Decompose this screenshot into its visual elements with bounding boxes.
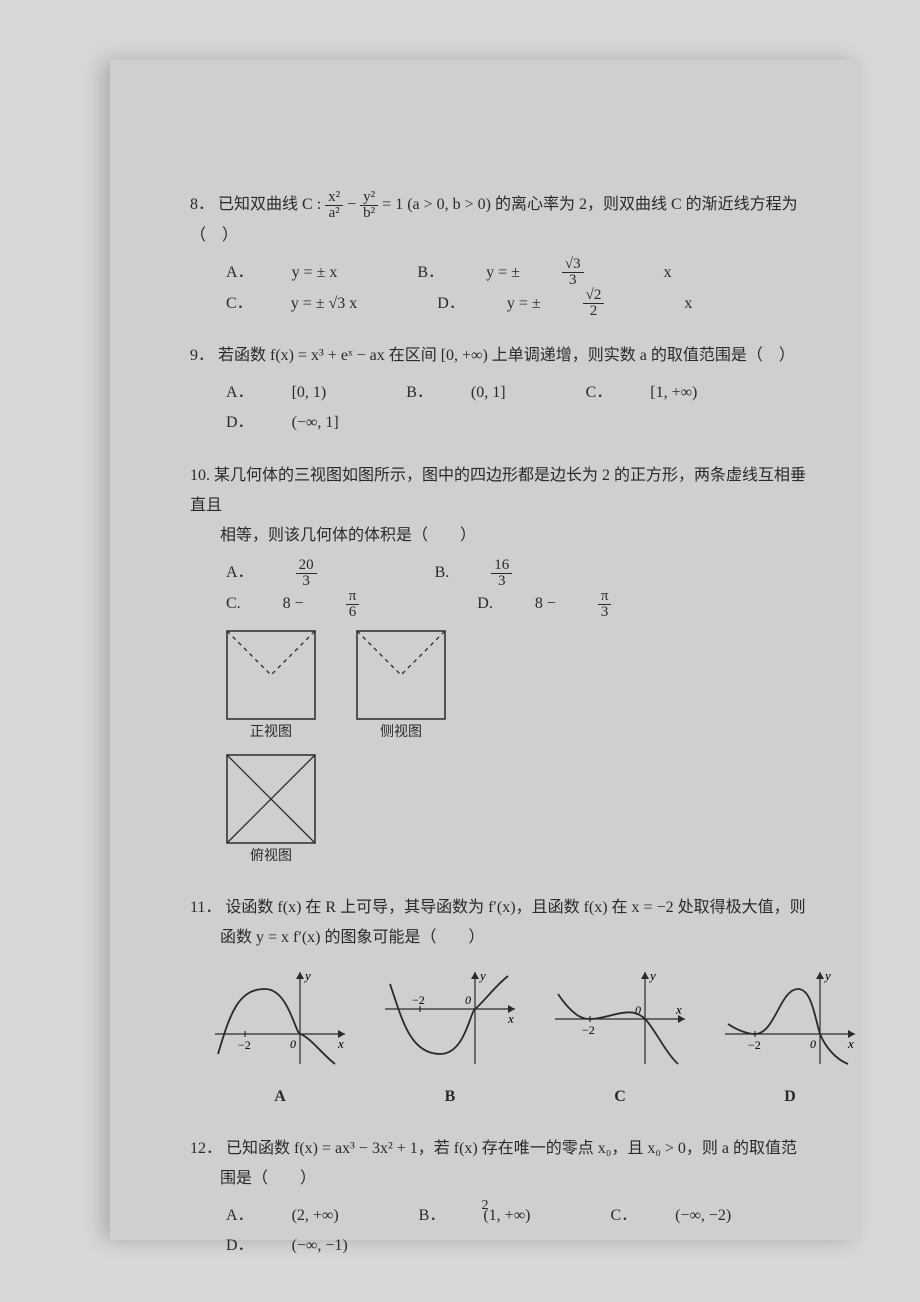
q11-graphs: −2 0 y x A −2 0 y [210, 964, 820, 1112]
graph-A: −2 0 y x A [210, 964, 350, 1112]
graph-D-icon: −2 0 y x [720, 964, 860, 1074]
side-view: 侧视图 [356, 630, 446, 747]
views-row-2: 俯视图 [226, 754, 820, 871]
svg-text:y: y [648, 968, 656, 983]
graph-B-label: B [380, 1082, 520, 1112]
q9-options: A．[0, 1) B．(0, 1] C．[1, +∞) D．(−∞, 1] [226, 378, 820, 439]
q12-number: 12． [190, 1140, 222, 1157]
q9-optB: B．(0, 1] [406, 378, 543, 408]
graph-A-icon: −2 0 y x [210, 964, 350, 1074]
q8-number: 8． [190, 196, 214, 213]
svg-text:x: x [675, 1002, 682, 1017]
q10-optA: A． 203 [226, 558, 393, 589]
q10-number: 10. [190, 467, 210, 484]
q9-number: 9． [190, 347, 214, 364]
q10-optB: B. 163 [435, 558, 589, 589]
q8-minus: − [347, 196, 356, 213]
top-view-icon [226, 754, 316, 844]
question-10: 10. 某几何体的三视图如图所示，图中的四边形都是边长为 2 的正方形，两条虚线… [190, 461, 820, 871]
svg-text:y: y [823, 968, 831, 983]
svg-text:x: x [337, 1036, 344, 1051]
svg-text:−2: −2 [238, 1038, 251, 1052]
question-12: 12． 已知函数 f(x) = ax³ − 3x² + 1，若 f(x) 存在唯… [190, 1134, 820, 1262]
q11-stem2: 函数 y = x f′(x) 的图象可能是（ ） [220, 923, 820, 953]
svg-text:y: y [478, 968, 486, 983]
front-view-label: 正视图 [226, 720, 316, 747]
top-view-label: 俯视图 [226, 844, 316, 871]
q11-stem1: 设函数 f(x) 在 R 上可导，其导函数为 f′(x)，且函数 f(x) 在 … [225, 899, 805, 916]
front-view: 正视图 [226, 630, 316, 747]
side-view-icon [356, 630, 446, 720]
graph-B: −2 0 y x B [380, 964, 520, 1112]
graph-C-icon: −2 0 y x [550, 964, 690, 1074]
q10-optD: D. 8 − π3 [477, 589, 687, 620]
svg-text:0: 0 [290, 1037, 296, 1051]
graph-D-label: D [720, 1082, 860, 1112]
front-view-icon [226, 630, 316, 720]
side-view-label: 侧视图 [356, 720, 446, 747]
question-8: 8． 已知双曲线 C : x² a² − y² b² = 1 (a > 0, b… [190, 190, 820, 319]
question-9: 9． 若函数 f(x) = x³ + eˣ − ax 在区间 [0, +∞) 上… [190, 341, 820, 438]
q8-optA: A．y = ± x [226, 258, 375, 288]
svg-text:−2: −2 [412, 993, 425, 1007]
q12-optB: B．(1, +∞) [419, 1201, 569, 1231]
q8-optB: B． y = ± √33 x [417, 257, 709, 288]
q10-stem2: 相等，则该几何体的体积是（ ） [220, 521, 820, 551]
q8-frac1: x² a² [325, 190, 343, 221]
q8-optC: C．y = ± √3 x [226, 289, 395, 319]
graph-B-icon: −2 0 y x [380, 964, 520, 1074]
page-number: 2 [482, 1193, 489, 1220]
q10-options: A． 203 B. 163 C. 8 − π6 D. 8 − π3 [226, 558, 820, 620]
q8-optD: D． y = ± √22 x [437, 288, 730, 319]
q12-optC: C．(−∞, −2) [610, 1201, 769, 1231]
graph-A-label: A [210, 1082, 350, 1112]
q11-number: 11． [190, 899, 221, 916]
question-11: 11． 设函数 f(x) 在 R 上可导，其导函数为 f′(x)，且函数 f(x… [190, 893, 820, 1112]
q12-optD: D．(−∞, −1) [226, 1231, 386, 1261]
svg-text:x: x [847, 1036, 854, 1051]
q10-optC: C. 8 − π6 [226, 589, 435, 620]
q9-optD: D．(−∞, 1] [226, 408, 377, 438]
q10-three-views: 正视图 侧视图 俯视图 [226, 630, 820, 871]
svg-text:x: x [507, 1011, 514, 1026]
svg-text:−2: −2 [582, 1023, 595, 1037]
graph-D: −2 0 y x D [720, 964, 860, 1112]
q12-stem1: 已知函数 f(x) = ax³ − 3x² + 1，若 f(x) 存在唯一的零点… [226, 1140, 797, 1157]
q12-stem2: 围是（ ） [220, 1164, 820, 1194]
svg-text:0: 0 [810, 1037, 816, 1051]
svg-text:y: y [303, 968, 311, 983]
q12-optA: A．(2, +∞) [226, 1201, 377, 1231]
q10-stem1: 某几何体的三视图如图所示，图中的四边形都是边长为 2 的正方形，两条虚线互相垂直… [190, 467, 806, 514]
q8-frac2: y² b² [360, 190, 378, 221]
svg-text:−2: −2 [748, 1038, 761, 1052]
q12-options: A．(2, +∞) B．(1, +∞) C．(−∞, −2) D．(−∞, −1… [226, 1201, 820, 1262]
views-row-1: 正视图 侧视图 [226, 630, 820, 747]
exam-page: 8． 已知双曲线 C : x² a² − y² b² = 1 (a > 0, b… [110, 60, 860, 1240]
q9-optA: A．[0, 1) [226, 378, 364, 408]
q8-options: A．y = ± x B． y = ± √33 x C．y = ± √3 x D．… [226, 257, 820, 319]
q9-stem: 若函数 f(x) = x³ + eˣ − ax 在区间 [0, +∞) 上单调递… [218, 347, 795, 364]
graph-C-label: C [550, 1082, 690, 1112]
graph-C: −2 0 y x C [550, 964, 690, 1112]
top-view: 俯视图 [226, 754, 316, 871]
q9-optC: C．[1, +∞) [586, 378, 736, 408]
q8-stem-a: 已知双曲线 C : [218, 196, 321, 213]
svg-text:0: 0 [465, 993, 471, 1007]
